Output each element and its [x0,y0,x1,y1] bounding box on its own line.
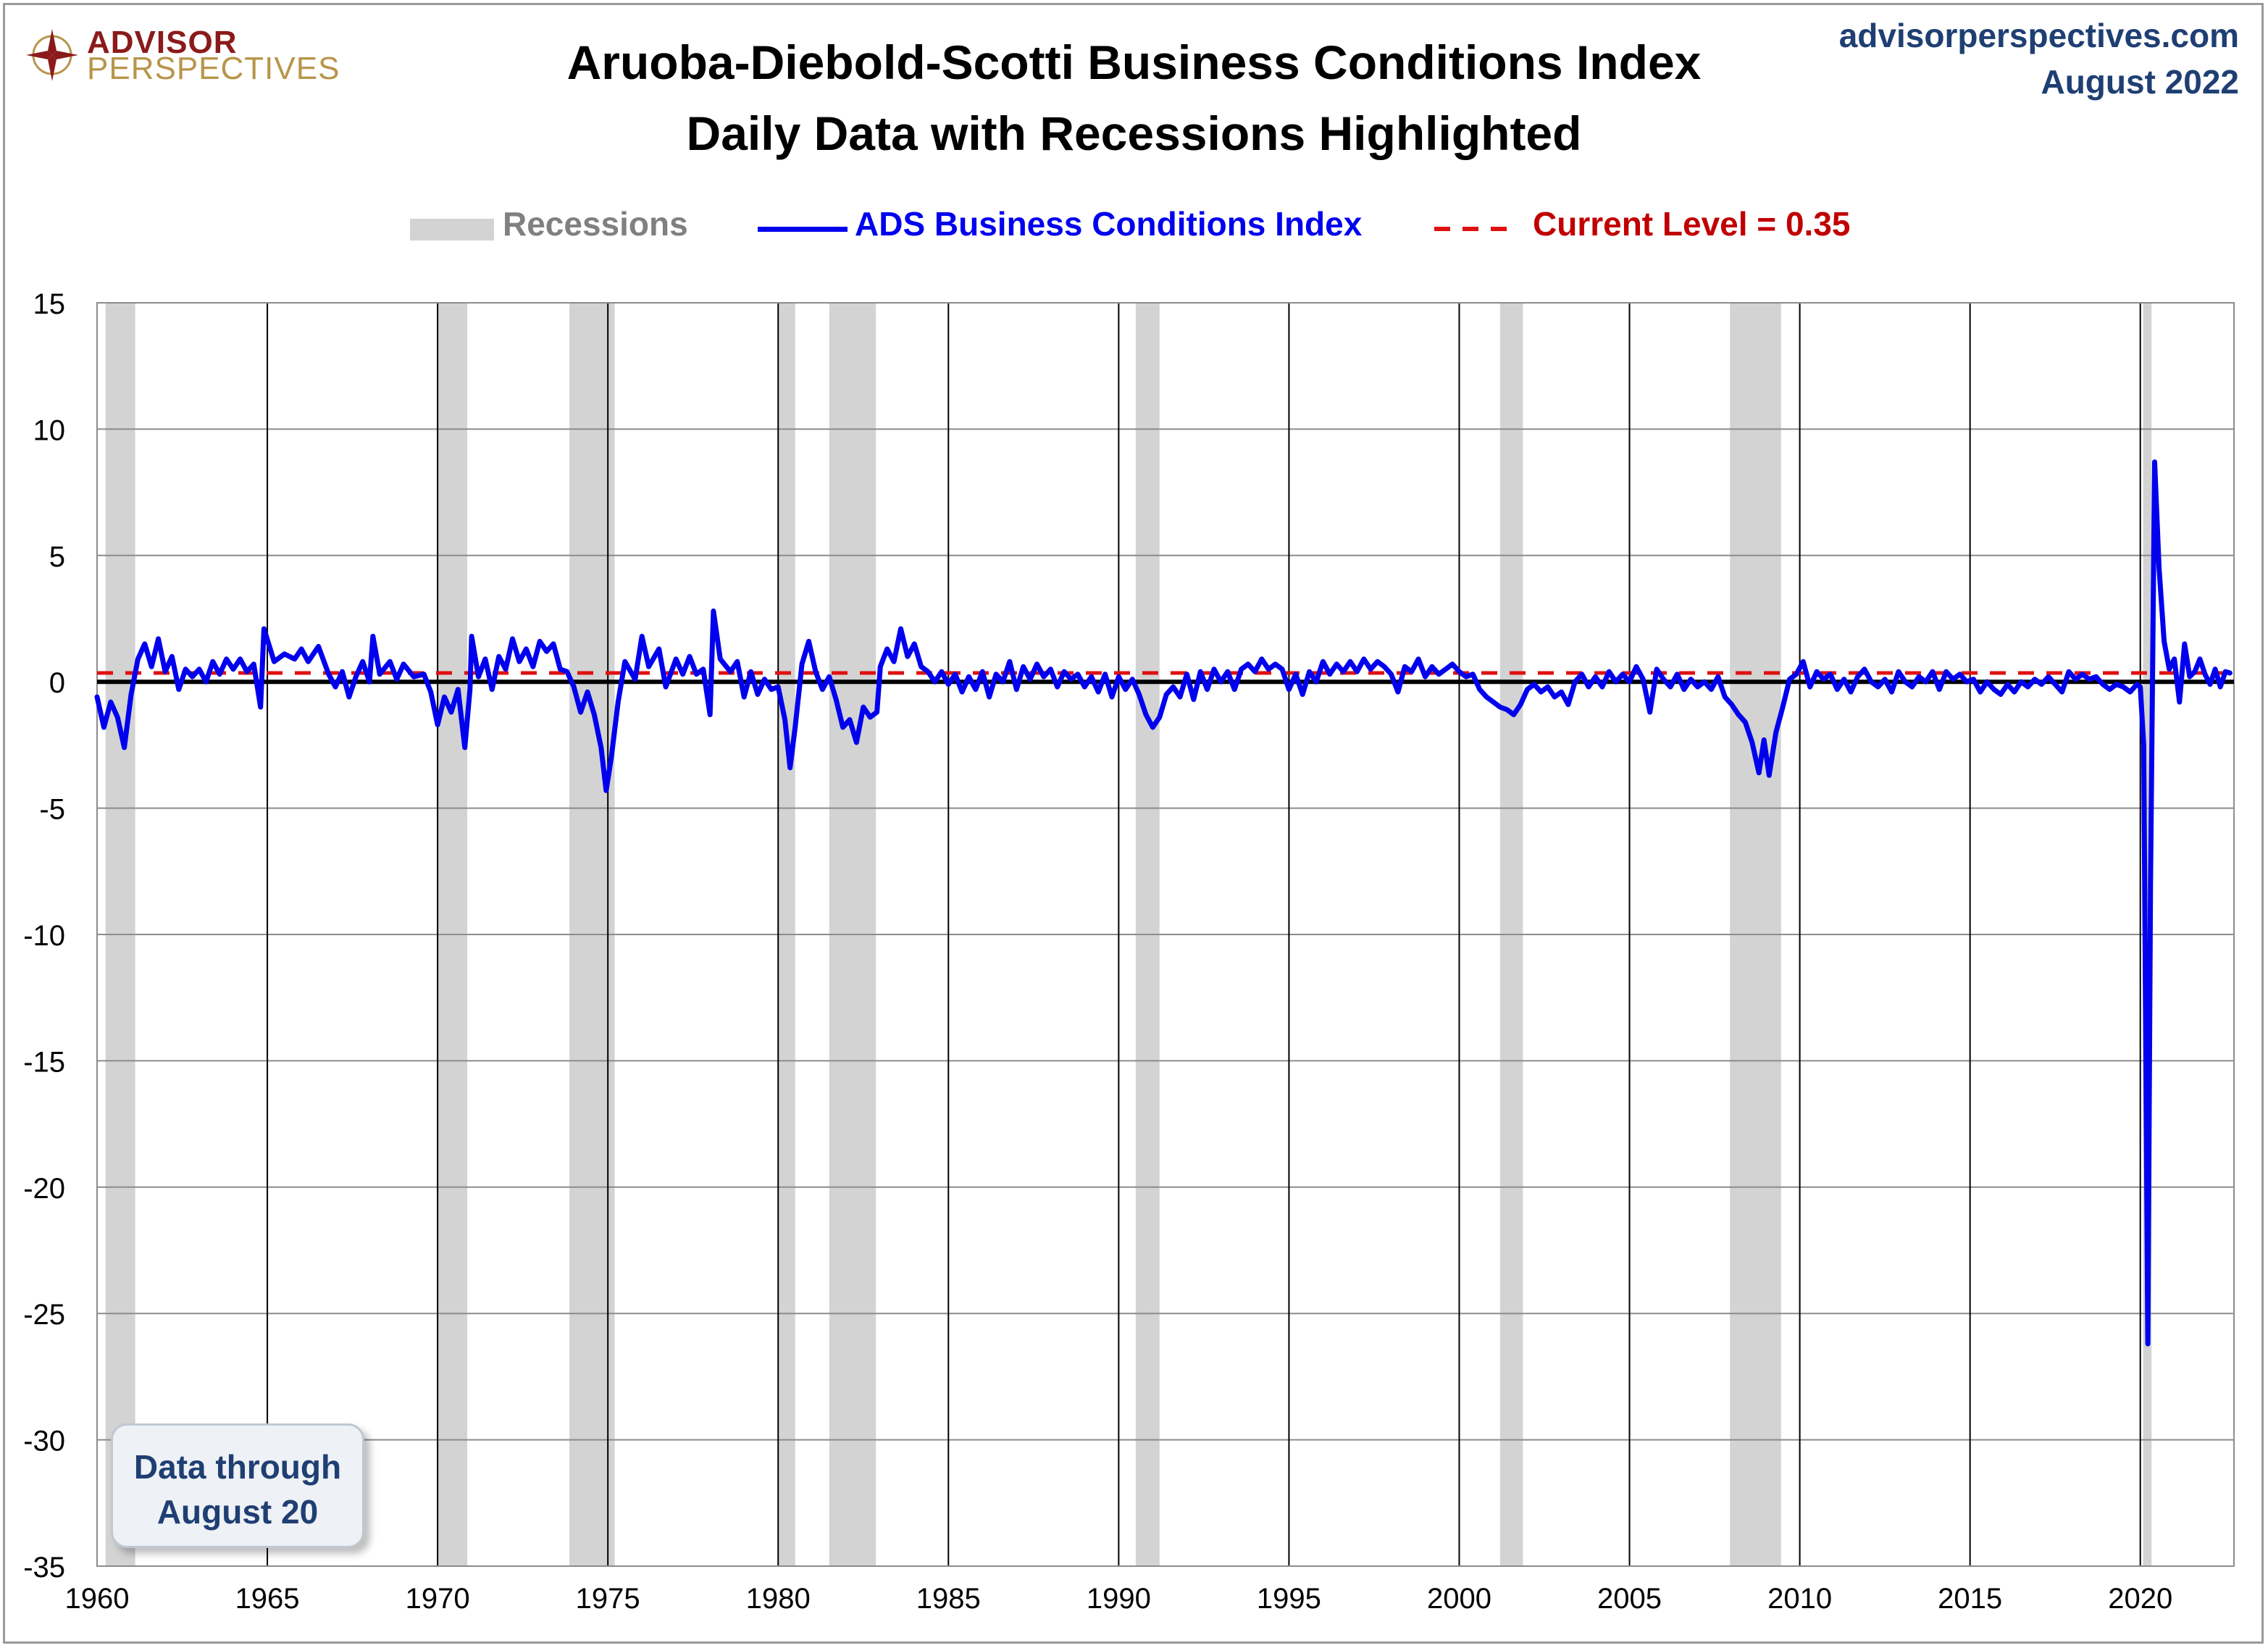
plot-border [96,302,2235,1567]
advisor-perspectives-logo: ADVISOR PERSPECTIVES [25,25,339,90]
x-tick-label: 1965 [235,1583,300,1615]
data-through-line2: August 20 [156,1493,319,1531]
x-tick-label: 1970 [406,1583,470,1615]
y-tick-label: -20 [23,1173,65,1205]
ads-index-line [94,459,2233,1347]
y-tick-label: -35 [23,1552,65,1584]
chart-title: Aruoba-Diebold-Scotti Business Condition… [566,35,1702,89]
x-tick-label: 1960 [65,1583,130,1615]
y-tick-label: -15 [23,1046,65,1078]
y-tick-label: 0 [49,667,65,699]
x-tick-label: 1995 [1257,1583,1321,1615]
x-tick-label: 1985 [916,1583,981,1615]
x-tick-label: 1990 [1087,1583,1151,1615]
data-through-note: Data through August 20 [111,1423,364,1548]
y-tick-label: -25 [23,1299,65,1331]
legend-current-label: Current Level = 0.35 [1533,205,1851,243]
y-tick-label: -5 [39,794,65,826]
logo-text-top: ADVISOR [87,25,238,60]
x-tick-label: 2005 [1597,1583,1662,1615]
legend-series-label: ADS Business Conditions Index [855,205,1363,243]
data-through-line1: Data through [133,1448,342,1486]
chart-subtitle: Daily Data with Recessions Highlighted [686,106,1582,160]
x-tick-label: 2015 [1938,1583,2002,1615]
legend-recessions-swatch [410,219,494,240]
logo-text-bottom: PERSPECTIVES [87,51,340,86]
y-tick-label: 15 [33,288,66,320]
x-tick-label: 2000 [1427,1583,1491,1615]
x-tick-label: 1975 [576,1583,640,1615]
compass-logo-icon [26,29,78,81]
legend-recessions-label: Recessions [503,205,688,243]
site-url: advisorperspectives.com [1838,17,2239,54]
y-tick-label: 5 [49,541,65,573]
legend-current-swatch [1434,227,1518,231]
x-tick-label: 2020 [2108,1583,2172,1615]
x-tick-label: 2010 [1767,1583,1832,1615]
x-tick-label: 1980 [746,1583,811,1615]
publication-date: August 2022 [2041,63,2239,101]
y-tick-label: -10 [23,920,65,952]
y-tick-label: -30 [23,1426,65,1457]
chart-frame [3,3,2264,1644]
legend-series-swatch [758,227,848,232]
y-tick-label: 10 [33,414,66,446]
